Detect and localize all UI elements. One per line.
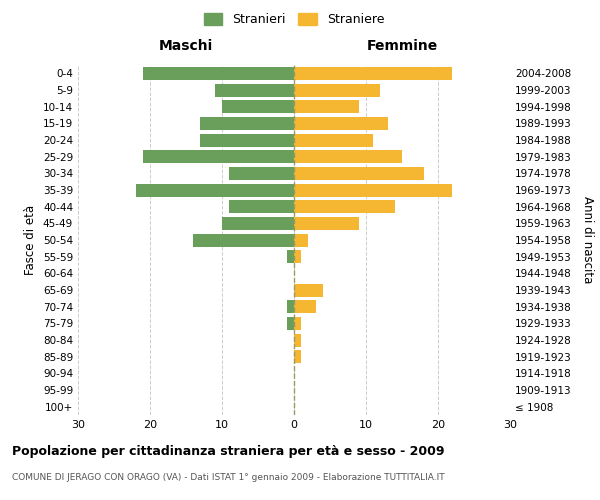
- Bar: [229, 167, 294, 180]
- Bar: [294, 84, 380, 96]
- Bar: [200, 117, 294, 130]
- Y-axis label: Anni di nascita: Anni di nascita: [581, 196, 594, 284]
- Bar: [294, 300, 316, 313]
- Text: Popolazione per cittadinanza straniera per età e sesso - 2009: Popolazione per cittadinanza straniera p…: [12, 445, 445, 458]
- Bar: [294, 250, 301, 263]
- Bar: [294, 217, 359, 230]
- Bar: [222, 100, 294, 113]
- Bar: [294, 234, 308, 246]
- Bar: [294, 184, 452, 196]
- Bar: [294, 150, 402, 163]
- Bar: [136, 184, 294, 196]
- Bar: [287, 300, 294, 313]
- Bar: [294, 100, 359, 113]
- Bar: [294, 350, 301, 363]
- Bar: [229, 200, 294, 213]
- Y-axis label: Fasce di età: Fasce di età: [25, 205, 37, 275]
- Bar: [294, 67, 452, 80]
- Bar: [222, 217, 294, 230]
- Text: COMUNE DI JERAGO CON ORAGO (VA) - Dati ISTAT 1° gennaio 2009 - Elaborazione TUTT: COMUNE DI JERAGO CON ORAGO (VA) - Dati I…: [12, 472, 445, 482]
- Bar: [215, 84, 294, 96]
- Bar: [294, 167, 424, 180]
- Legend: Stranieri, Straniere: Stranieri, Straniere: [199, 8, 389, 31]
- Bar: [294, 117, 388, 130]
- Bar: [143, 67, 294, 80]
- Bar: [200, 134, 294, 146]
- Bar: [287, 317, 294, 330]
- Bar: [294, 284, 323, 296]
- Bar: [287, 250, 294, 263]
- Bar: [294, 317, 301, 330]
- Text: Maschi: Maschi: [159, 38, 213, 52]
- Bar: [294, 134, 373, 146]
- Bar: [193, 234, 294, 246]
- Text: Femmine: Femmine: [367, 38, 437, 52]
- Bar: [294, 334, 301, 346]
- Bar: [143, 150, 294, 163]
- Bar: [294, 200, 395, 213]
